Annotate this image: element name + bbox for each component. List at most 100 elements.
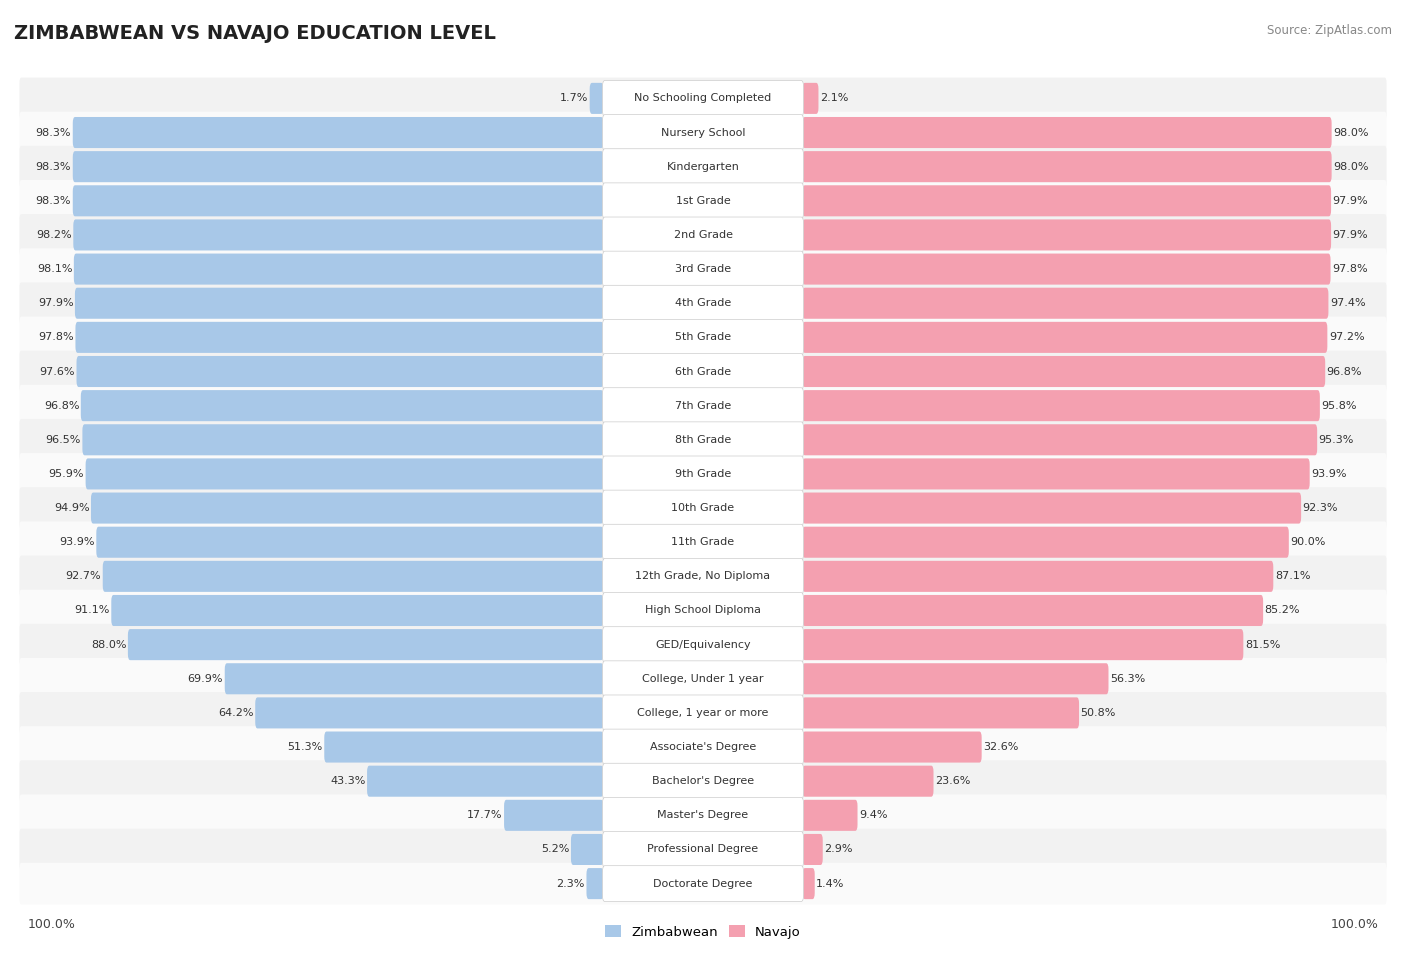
FancyBboxPatch shape: [20, 624, 1386, 666]
FancyBboxPatch shape: [586, 868, 603, 899]
FancyBboxPatch shape: [602, 388, 804, 423]
Text: 7th Grade: 7th Grade: [675, 401, 731, 410]
FancyBboxPatch shape: [803, 492, 1301, 524]
Text: GED/Equivalency: GED/Equivalency: [655, 640, 751, 649]
Text: 17.7%: 17.7%: [467, 810, 502, 820]
FancyBboxPatch shape: [803, 117, 1331, 148]
FancyBboxPatch shape: [803, 458, 1309, 489]
Text: Doctorate Degree: Doctorate Degree: [654, 878, 752, 888]
FancyBboxPatch shape: [602, 559, 804, 595]
Text: 97.9%: 97.9%: [38, 298, 73, 308]
FancyBboxPatch shape: [128, 629, 603, 660]
FancyBboxPatch shape: [103, 561, 603, 592]
FancyBboxPatch shape: [803, 322, 1327, 353]
FancyBboxPatch shape: [602, 763, 804, 800]
FancyBboxPatch shape: [73, 151, 603, 182]
Text: 2.1%: 2.1%: [820, 94, 848, 103]
FancyBboxPatch shape: [20, 522, 1386, 563]
Text: Master's Degree: Master's Degree: [658, 810, 748, 820]
Legend: Zimbabwean, Navajo: Zimbabwean, Navajo: [600, 920, 806, 944]
FancyBboxPatch shape: [91, 492, 603, 524]
Text: Professional Degree: Professional Degree: [647, 844, 759, 854]
Text: 23.6%: 23.6%: [935, 776, 970, 786]
FancyBboxPatch shape: [20, 180, 1386, 221]
Text: Kindergarten: Kindergarten: [666, 162, 740, 172]
Text: Nursery School: Nursery School: [661, 128, 745, 137]
Text: 1.7%: 1.7%: [560, 94, 588, 103]
FancyBboxPatch shape: [803, 424, 1317, 455]
FancyBboxPatch shape: [571, 834, 603, 865]
FancyBboxPatch shape: [602, 252, 804, 287]
FancyBboxPatch shape: [602, 832, 804, 868]
Text: 93.9%: 93.9%: [1312, 469, 1347, 479]
Text: 8th Grade: 8th Grade: [675, 435, 731, 445]
Text: 51.3%: 51.3%: [287, 742, 323, 752]
Text: 98.2%: 98.2%: [37, 230, 72, 240]
FancyBboxPatch shape: [602, 695, 804, 731]
Text: 95.9%: 95.9%: [49, 469, 84, 479]
FancyBboxPatch shape: [803, 765, 934, 797]
FancyBboxPatch shape: [803, 731, 981, 762]
Text: 2.3%: 2.3%: [557, 878, 585, 888]
FancyBboxPatch shape: [803, 800, 858, 831]
FancyBboxPatch shape: [20, 453, 1386, 494]
Text: 92.7%: 92.7%: [66, 571, 101, 581]
FancyBboxPatch shape: [602, 183, 804, 218]
Text: 98.0%: 98.0%: [1333, 128, 1368, 137]
FancyBboxPatch shape: [75, 288, 603, 319]
Text: 1.4%: 1.4%: [817, 878, 845, 888]
FancyBboxPatch shape: [589, 83, 603, 114]
FancyBboxPatch shape: [602, 115, 804, 150]
FancyBboxPatch shape: [602, 149, 804, 184]
Text: 90.0%: 90.0%: [1291, 537, 1326, 547]
FancyBboxPatch shape: [602, 525, 804, 560]
FancyBboxPatch shape: [803, 390, 1320, 421]
Text: ZIMBABWEAN VS NAVAJO EDUCATION LEVEL: ZIMBABWEAN VS NAVAJO EDUCATION LEVEL: [14, 24, 496, 43]
Text: 9.4%: 9.4%: [859, 810, 887, 820]
FancyBboxPatch shape: [803, 151, 1331, 182]
Text: 32.6%: 32.6%: [983, 742, 1018, 752]
Text: 50.8%: 50.8%: [1081, 708, 1116, 718]
FancyBboxPatch shape: [20, 351, 1386, 392]
FancyBboxPatch shape: [20, 419, 1386, 460]
FancyBboxPatch shape: [602, 593, 804, 629]
FancyBboxPatch shape: [20, 556, 1386, 597]
Text: College, 1 year or more: College, 1 year or more: [637, 708, 769, 718]
FancyBboxPatch shape: [76, 322, 603, 353]
Text: High School Diploma: High School Diploma: [645, 605, 761, 615]
Text: 97.9%: 97.9%: [1333, 196, 1368, 206]
Text: 97.6%: 97.6%: [39, 367, 75, 376]
FancyBboxPatch shape: [20, 317, 1386, 358]
Text: 43.3%: 43.3%: [330, 776, 366, 786]
Text: No Schooling Completed: No Schooling Completed: [634, 94, 772, 103]
Text: Source: ZipAtlas.com: Source: ZipAtlas.com: [1267, 24, 1392, 37]
Text: 93.9%: 93.9%: [59, 537, 94, 547]
FancyBboxPatch shape: [225, 663, 603, 694]
FancyBboxPatch shape: [803, 219, 1331, 251]
FancyBboxPatch shape: [256, 697, 603, 728]
FancyBboxPatch shape: [803, 288, 1329, 319]
FancyBboxPatch shape: [803, 629, 1243, 660]
FancyBboxPatch shape: [803, 868, 814, 899]
FancyBboxPatch shape: [20, 863, 1386, 905]
FancyBboxPatch shape: [803, 834, 823, 865]
FancyBboxPatch shape: [73, 219, 603, 251]
FancyBboxPatch shape: [602, 866, 804, 902]
FancyBboxPatch shape: [602, 286, 804, 321]
Text: 98.0%: 98.0%: [1333, 162, 1368, 172]
Text: 98.1%: 98.1%: [37, 264, 72, 274]
Text: 56.3%: 56.3%: [1109, 674, 1146, 683]
FancyBboxPatch shape: [602, 422, 804, 457]
Text: 98.3%: 98.3%: [35, 162, 72, 172]
FancyBboxPatch shape: [20, 78, 1386, 119]
FancyBboxPatch shape: [803, 561, 1274, 592]
FancyBboxPatch shape: [602, 320, 804, 355]
FancyBboxPatch shape: [602, 456, 804, 491]
Text: 6th Grade: 6th Grade: [675, 367, 731, 376]
FancyBboxPatch shape: [76, 356, 603, 387]
Text: 3rd Grade: 3rd Grade: [675, 264, 731, 274]
Text: 92.3%: 92.3%: [1302, 503, 1339, 513]
FancyBboxPatch shape: [20, 385, 1386, 426]
Text: 100.0%: 100.0%: [1330, 917, 1378, 931]
Text: 97.2%: 97.2%: [1329, 332, 1364, 342]
